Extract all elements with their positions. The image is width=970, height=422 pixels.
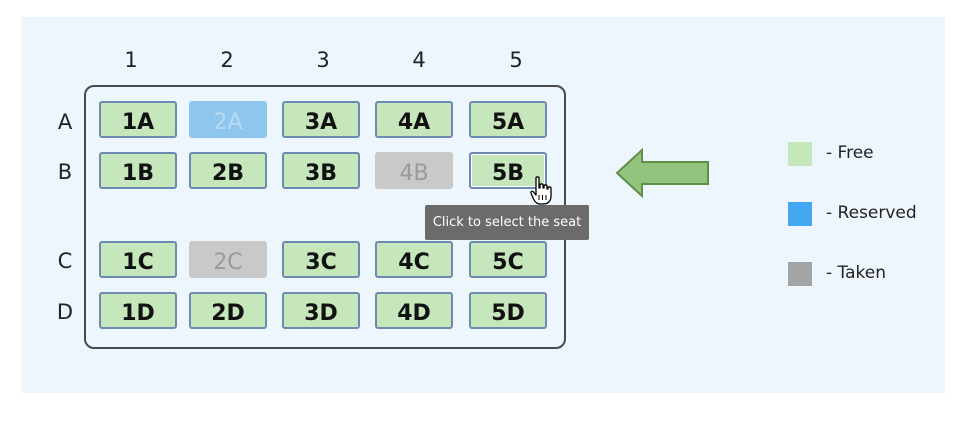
- seat-3c[interactable]: 3C: [282, 241, 360, 278]
- seat-tooltip: Click to select the seat: [425, 205, 589, 240]
- seat-5d[interactable]: 5D: [469, 292, 547, 329]
- column-number-4: 4: [412, 48, 426, 72]
- row-label-d: D: [56, 300, 74, 324]
- legend-label-taken: - Taken: [826, 263, 886, 283]
- seat-1d[interactable]: 1D: [99, 292, 177, 329]
- seat-4b[interactable]: 4B: [375, 152, 453, 189]
- seat-5b[interactable]: 5B: [469, 152, 547, 189]
- seat-2c[interactable]: 2C: [189, 241, 267, 278]
- seat-4a[interactable]: 4A: [375, 101, 453, 138]
- row-label-a: A: [57, 110, 73, 134]
- seat-2a[interactable]: 2A: [189, 101, 267, 138]
- legend-swatch-reserved: [788, 202, 812, 226]
- seat-5a[interactable]: 5A: [469, 101, 547, 138]
- seat-5c[interactable]: 5C: [469, 241, 547, 278]
- seat-3a[interactable]: 3A: [282, 101, 360, 138]
- seat-2d[interactable]: 2D: [189, 292, 267, 329]
- seat-1c[interactable]: 1C: [99, 241, 177, 278]
- legend-label-reserved: - Reserved: [826, 203, 917, 223]
- column-number-2: 2: [220, 48, 234, 72]
- legend-swatch-free: [788, 142, 812, 166]
- row-label-c: C: [57, 249, 73, 273]
- left-arrow-icon: [615, 148, 709, 198]
- legend-label-free: - Free: [826, 143, 874, 163]
- seat-3d[interactable]: 3D: [282, 292, 360, 329]
- seat-3b[interactable]: 3B: [282, 152, 360, 189]
- row-label-b: B: [57, 160, 73, 184]
- column-number-3: 3: [316, 48, 330, 72]
- column-number-1: 1: [124, 48, 138, 72]
- seat-1b[interactable]: 1B: [99, 152, 177, 189]
- seat-4c[interactable]: 4C: [375, 241, 453, 278]
- seat-2b[interactable]: 2B: [189, 152, 267, 189]
- legend-swatch-taken: [788, 262, 812, 286]
- seat-4d[interactable]: 4D: [375, 292, 453, 329]
- seat-1a[interactable]: 1A: [99, 101, 177, 138]
- hand-pointer-icon: [530, 176, 552, 205]
- column-number-5: 5: [509, 48, 523, 72]
